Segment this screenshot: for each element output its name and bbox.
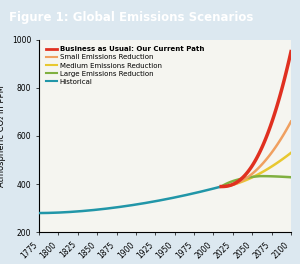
- Y-axis label: Atmospheric CO₂ in PPM: Atmospheric CO₂ in PPM: [0, 85, 6, 187]
- Text: Figure 1: Global Emissions Scenarios: Figure 1: Global Emissions Scenarios: [9, 11, 253, 24]
- Legend: Business as Usual: Our Current Path, Small Emissions Reduction, Medium Emissions: Business as Usual: Our Current Path, Sma…: [45, 45, 205, 86]
